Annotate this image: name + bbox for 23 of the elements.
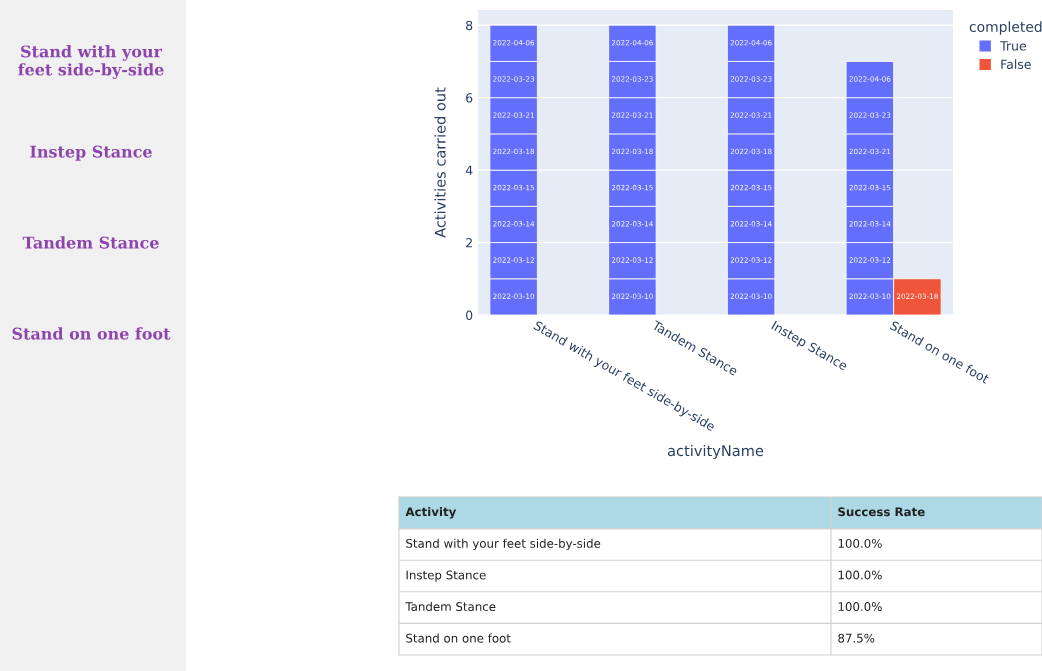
category-label: Tandem Stance: [405, 601, 496, 612]
category-label: Instep Stance: [406, 570, 486, 582]
text: Success Rate: [838, 507, 925, 517]
legend-title: completed: [969, 21, 1042, 35]
text: 87.5%: [838, 633, 875, 643]
text: Tandem Stance: [22, 236, 159, 249]
y-axis-title: Activities carried out: [434, 87, 446, 238]
y-tick-label: 4: [465, 165, 473, 175]
text: 100.0%: [838, 538, 882, 548]
category-label: Stand on one foot: [406, 633, 511, 643]
legend-label: True: [1000, 41, 1027, 51]
y-tick-label: 6: [466, 93, 473, 103]
text: Instep Stance: [30, 145, 152, 161]
legend-label: False: [1001, 59, 1031, 69]
text: Stand with your feet side-by-side: [18, 45, 164, 79]
x-axis-title: activityName: [667, 444, 764, 460]
y-tick-label: 8: [466, 20, 473, 31]
text: 100.0%: [838, 570, 882, 580]
y-tick-label: 2: [466, 238, 472, 248]
y-tick-label: 0: [466, 310, 473, 320]
text: Activity: [405, 507, 457, 519]
text: 100.0%: [838, 602, 882, 612]
category-label: Stand with your feet side-by-side: [406, 538, 601, 551]
